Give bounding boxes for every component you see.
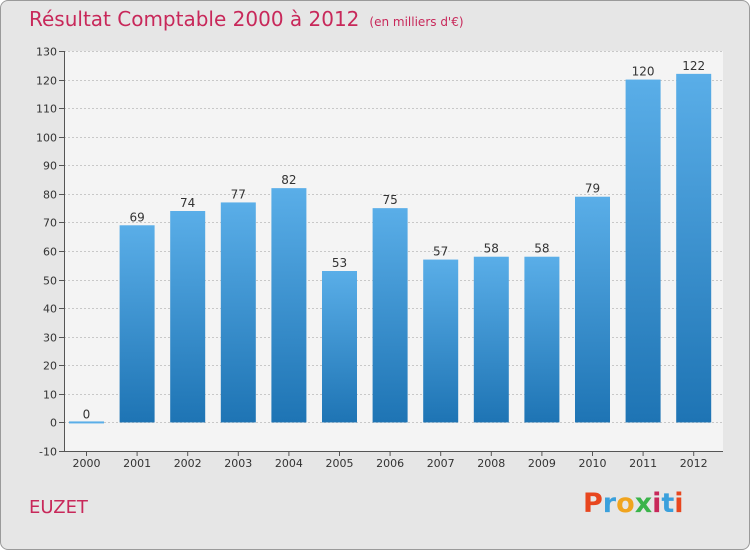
x-tick-label-2004: 2004: [275, 457, 303, 470]
x-tick-label-2011: 2011: [629, 457, 657, 470]
x-tick-label-2003: 2003: [224, 457, 252, 470]
y-tick-label: 10: [43, 389, 57, 402]
x-tick-label-2002: 2002: [174, 457, 202, 470]
brand-letter: P: [583, 488, 603, 519]
y-tick-label: 90: [43, 160, 57, 173]
bar-2007: [423, 259, 459, 423]
bar-2010: [575, 196, 610, 423]
y-tick-label: 130: [36, 46, 57, 59]
bar-2001: [119, 225, 155, 423]
x-tick-label-2006: 2006: [376, 457, 404, 470]
bar-2012: [676, 73, 712, 423]
brand-letter: t: [661, 488, 675, 519]
bar-2009: [524, 256, 560, 423]
data-label-2011: 120: [632, 65, 655, 79]
y-tick-label: 120: [36, 75, 57, 88]
y-tick-label: 80: [43, 189, 57, 202]
chart-title: Résultat Comptable 2000 à 2012 (en millie…: [29, 7, 464, 31]
axis-layer: -10 0 10 20 30 40 50 60 70 80 90 100 110 120 130 2000 20…: [36, 46, 723, 470]
data-label-2000: 0: [83, 407, 91, 421]
y-tick-label: 0: [50, 417, 57, 430]
bar-2002: [170, 211, 206, 423]
x-tick-label-2008: 2008: [477, 457, 505, 470]
chart-title-text: Résultat Comptable 2000 à 2012: [29, 7, 360, 31]
data-label-2010: 79: [585, 182, 600, 196]
x-tick-label-2012: 2012: [680, 457, 708, 470]
data-label-2004: 82: [281, 173, 296, 187]
bar-2004: [271, 188, 307, 423]
x-tick-label-2000: 2000: [73, 457, 101, 470]
brand-letter: i: [674, 488, 684, 519]
brand-letter: r: [602, 488, 617, 519]
x-tick-label-2005: 2005: [326, 457, 354, 470]
data-label-2012: 122: [682, 59, 705, 73]
x-tick-label-2009: 2009: [528, 457, 556, 470]
data-label-2007: 57: [433, 245, 448, 259]
y-tick-label: -10: [39, 446, 57, 459]
data-label-2001: 69: [129, 210, 144, 224]
y-tick-label: 30: [43, 332, 57, 345]
y-tick-label: 70: [43, 217, 57, 230]
data-label-2008: 58: [484, 242, 499, 256]
x-tick-label-2001: 2001: [123, 457, 151, 470]
brand-letter: i: [652, 488, 662, 519]
label-layer: 0 69 74 77 82 53 75 57 58 58 79 120 122: [83, 59, 705, 422]
data-label-2005: 53: [332, 256, 347, 270]
y-tick-label: 110: [36, 103, 57, 116]
bar-2000: [69, 421, 104, 424]
data-label-2006: 75: [382, 193, 397, 207]
bar-2003: [220, 202, 256, 423]
bar-layer: [69, 73, 712, 424]
y-tick-label: 40: [43, 303, 57, 316]
x-tick-label-2010: 2010: [579, 457, 607, 470]
y-tick-label: 20: [43, 360, 57, 373]
data-label-2002: 74: [180, 196, 195, 210]
y-tick-label: 60: [43, 246, 57, 259]
data-label-2003: 77: [231, 187, 246, 201]
chart-subtitle: (en milliers d'€): [369, 15, 464, 29]
data-label-2009: 58: [534, 242, 549, 256]
bar-2008: [473, 256, 509, 423]
bar-2011: [625, 79, 661, 423]
place-name: EUZET: [29, 497, 88, 518]
bar-2006: [372, 208, 408, 423]
x-tick-label-2007: 2007: [427, 457, 455, 470]
brand-logo[interactable]: Proxiti: [583, 488, 684, 519]
y-tick-label: 100: [36, 132, 57, 145]
brand-letter: x: [634, 488, 653, 519]
y-tick-label: 50: [43, 275, 57, 288]
bar-2005: [322, 271, 357, 423]
brand-letter: o: [616, 488, 635, 519]
